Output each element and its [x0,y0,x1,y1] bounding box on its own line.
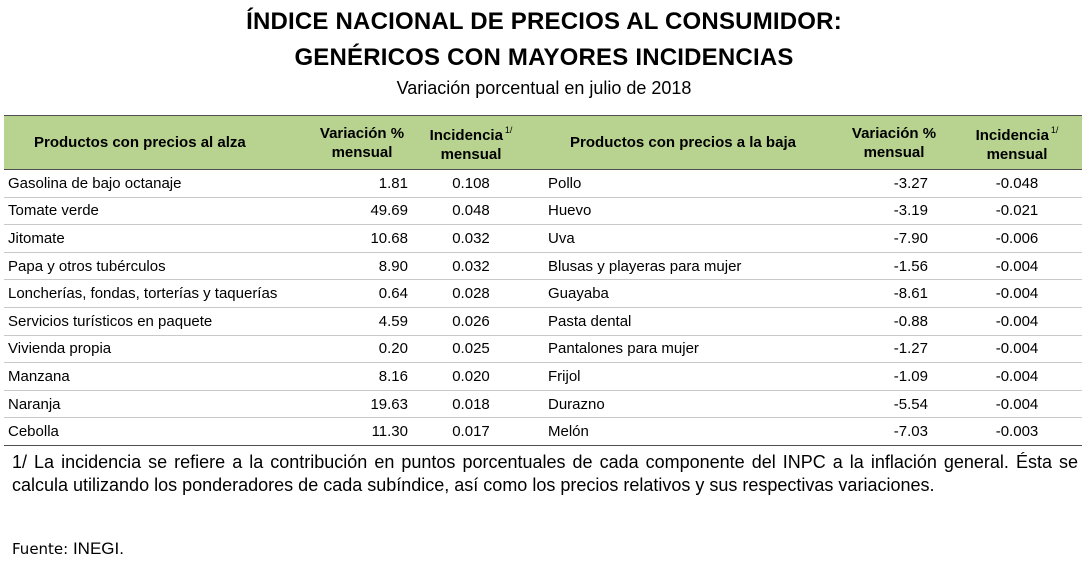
up-incidence-value: 0.017 [452,423,490,441]
footnote-marker: 1/ [504,125,513,135]
down-product-name: Huevo [548,202,592,220]
page-title: ÍNDICE NACIONAL DE PRECIOS AL CONSUMIDOR… [246,8,842,35]
down-incidence-value: -0.004 [995,312,1039,330]
down-incidence-value: -0.021 [995,202,1039,220]
down-incidence-value: -0.004 [995,285,1039,303]
up-incidence-value: 0.018 [452,395,490,413]
header-up-products: Productos con precios al alza [4,115,312,170]
up-product-name: Cebolla [8,423,59,441]
footnote: 1/ La incidencia se refiere a la contrib… [12,452,1078,495]
down-product-name: Pollo [548,174,582,192]
up-product-name: Loncherías, fondas, torterías y taquería… [8,285,278,303]
up-variation-value: 1.81 [378,174,408,192]
header-label: Variación % [319,124,405,142]
up-product-name: Servicios turísticos en paquete [8,312,213,330]
up-variation-value: 19.63 [370,395,408,413]
down-incidence-value: -0.004 [995,257,1039,275]
header-label: mensual [440,146,502,163]
header-label: mensual [331,143,393,161]
header-label: mensual [863,143,925,161]
header-label: Incidencia [975,127,1049,144]
header-up-incidence: Incidencia 1/ mensual [412,115,530,170]
table-row: Cebolla 11.30 0.017 Melón -7.03 -0.003 [4,418,1082,446]
table-row: Naranja 19.63 0.018 Durazno -5.54 -0.004 [4,390,1082,418]
page-title-line-2: GENÉRICOS CON MAYORES INCIDENCIAS [294,44,794,71]
down-product-name: Melón [548,423,589,441]
up-variation-value: 10.68 [370,229,408,247]
table-row: Servicios turísticos en paquete 4.59 0.0… [4,307,1082,336]
up-variation-value: 4.59 [378,312,408,330]
down-incidence-value: -0.048 [995,174,1039,192]
down-variation-value: -8.61 [893,285,928,303]
table-row: Jitomate 10.68 0.032 Uva -7.90 -0.006 [4,225,1082,253]
down-variation-value: -5.54 [893,395,928,413]
up-product-name: Jitomate [8,229,65,247]
up-incidence-value: 0.108 [452,174,490,192]
down-product-name: Guayaba [548,285,609,303]
down-variation-value: -7.03 [893,423,928,441]
header-label: mensual [986,146,1048,163]
footnote-marker: 1/ [1050,125,1059,135]
down-product-name: Durazno [548,395,605,413]
down-incidence-value: -0.004 [995,395,1039,413]
header-down-products: Productos con precios a la baja [530,115,836,170]
table-row: Papa y otros tubérculos 8.90 0.032 Blusa… [4,252,1082,280]
up-product-name: Gasolina de bajo octanaje [8,174,182,192]
up-incidence-value: 0.048 [452,202,490,220]
table-row: Loncherías, fondas, torterías y taquería… [4,280,1082,308]
up-product-name: Naranja [8,395,61,413]
header-up-variation: Variación % mensual [312,115,412,170]
down-product-name: Pasta dental [548,312,632,330]
source-label: Fuente: [12,540,69,558]
down-incidence-value: -0.004 [995,367,1039,385]
down-incidence-value: -0.004 [995,340,1039,358]
page-subtitle: Variación porcentual en julio de 2018 [396,78,692,98]
header-label: Productos con precios a la baja [570,134,796,151]
header-label: Productos con precios al alza [34,134,246,151]
up-product-name: Manzana [8,367,70,385]
up-product-name: Vivienda propia [8,340,112,358]
up-incidence-value: 0.020 [452,367,490,385]
table-row: Gasolina de bajo octanaje 1.81 0.108 Pol… [4,170,1082,198]
down-variation-value: -3.19 [893,202,928,220]
up-variation-value: 11.30 [371,423,408,441]
down-variation-value: -1.09 [893,367,928,385]
incidence-table: Productos con precios al alza Variación … [4,115,1082,446]
up-variation-value: 8.90 [378,257,408,275]
down-variation-value: -7.90 [893,229,928,247]
down-product-name: Blusas y playeras para mujer [548,257,742,275]
down-product-name: Uva [548,229,575,247]
up-product-name: Tomate verde [8,202,99,220]
down-variation-value: -0.88 [893,312,928,330]
down-product-name: Pantalones para mujer [548,340,699,358]
table-row: Tomate verde 49.69 0.048 Huevo -3.19 -0.… [4,197,1082,225]
down-product-name: Frijol [548,367,581,385]
header-label: Variación % [851,124,937,142]
up-incidence-value: 0.028 [452,285,490,303]
up-product-name: Papa y otros tubérculos [8,257,166,275]
source-value: INEGI. [72,539,124,558]
down-incidence-value: -0.003 [995,423,1039,441]
down-variation-value: -1.27 [893,340,928,358]
up-variation-value: 0.20 [378,340,408,358]
table-header-row: Productos con precios al alza Variación … [4,115,1082,170]
up-variation-value: 8.16 [378,367,408,385]
down-variation-value: -3.27 [893,174,928,192]
up-incidence-value: 0.026 [452,312,490,330]
down-incidence-value: -0.006 [995,229,1039,247]
table-row: Vivienda propia 0.20 0.025 Pantalones pa… [4,335,1082,363]
header-label: Incidencia [429,127,503,144]
header-down-variation: Variación % mensual [836,115,952,170]
header-down-incidence: Incidencia 1/ mensual [952,115,1082,170]
source-line: Fuente: INEGI. [12,538,124,560]
table-row: Manzana 8.16 0.020 Frijol -1.09 -0.004 [4,363,1082,391]
up-variation-value: 49.69 [370,202,408,220]
up-variation-value: 0.64 [378,285,408,303]
up-incidence-value: 0.032 [452,229,490,247]
up-incidence-value: 0.032 [452,257,490,275]
up-incidence-value: 0.025 [452,340,490,358]
down-variation-value: -1.56 [893,257,928,275]
